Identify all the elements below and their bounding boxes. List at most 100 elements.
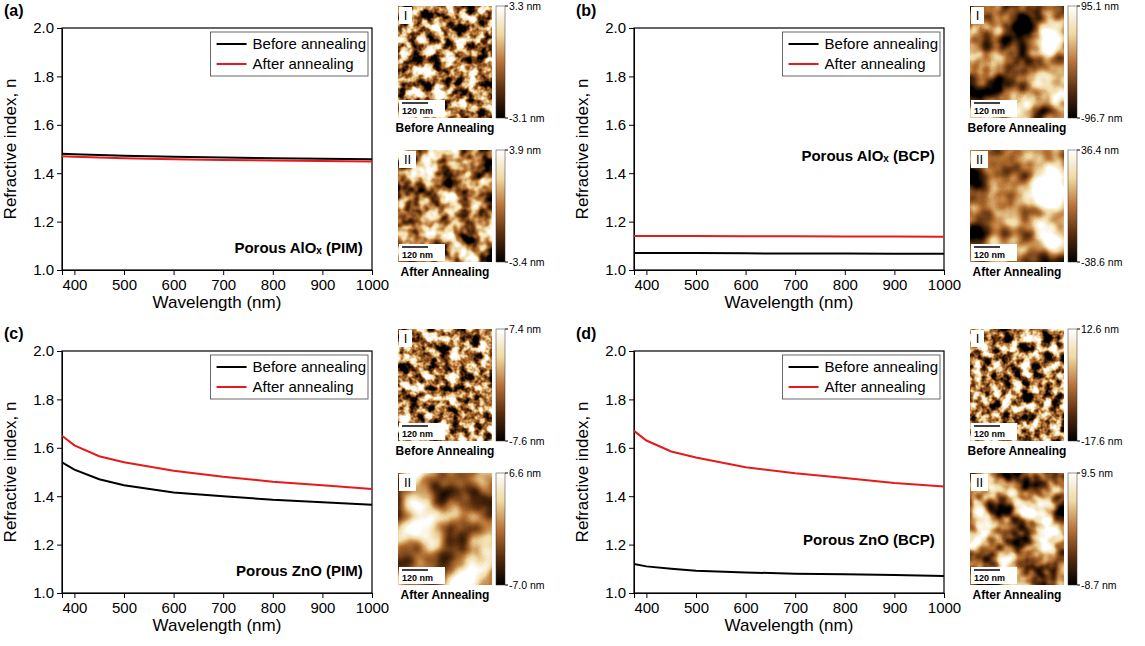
colorbar-label: 7.4 nm bbox=[509, 323, 541, 335]
image-caption: Before Annealing bbox=[396, 121, 495, 135]
colorbar-tick bbox=[505, 329, 508, 330]
colorbar-label: 36.4 nm bbox=[1081, 144, 1119, 156]
scale-bar-label: 120 nm bbox=[402, 250, 433, 260]
colorbar-tick bbox=[505, 441, 508, 442]
x-tick-label: 400 bbox=[62, 599, 87, 616]
x-tick: 900 bbox=[310, 593, 335, 616]
legend-item: After annealing bbox=[217, 378, 354, 395]
colorbar-label: 3.9 nm bbox=[509, 144, 541, 156]
image-caption: Before Annealing bbox=[968, 444, 1067, 458]
legend-swatch bbox=[789, 63, 819, 65]
colorbar-label: -38.6 nm bbox=[1081, 256, 1123, 268]
y-tick-mark bbox=[57, 545, 62, 546]
y-axis-title: Refractive index, n bbox=[1, 79, 20, 220]
colorbar bbox=[496, 329, 505, 441]
y-tick-label: 2.0 bbox=[605, 342, 626, 359]
legend-swatch bbox=[789, 366, 819, 368]
y-tick: 2.0 bbox=[605, 342, 634, 359]
afm-image bbox=[398, 150, 492, 262]
legend-swatch bbox=[217, 63, 247, 65]
colorbar-tick bbox=[505, 118, 508, 119]
x-tick-label: 900 bbox=[310, 276, 335, 293]
x-tick: 500 bbox=[684, 270, 709, 293]
x-tick: 400 bbox=[62, 593, 87, 616]
y-tick-label: 2.0 bbox=[33, 342, 54, 359]
y-axis-title: Refractive index, n bbox=[1, 402, 20, 543]
x-tick-label: 700 bbox=[211, 276, 236, 293]
x-tick: 800 bbox=[261, 593, 286, 616]
y-tick-label: 1.4 bbox=[605, 165, 626, 182]
scale-bar-label: 120 nm bbox=[402, 106, 433, 116]
legend-item: Before annealing bbox=[217, 358, 366, 375]
y-tick-label: 1.2 bbox=[33, 536, 54, 553]
x-tick: 600 bbox=[162, 270, 187, 293]
y-tick-mark bbox=[57, 351, 62, 352]
scale-bar-box bbox=[971, 567, 1017, 584]
y-tick-label: 2.0 bbox=[33, 19, 54, 36]
colorbar-tick bbox=[1077, 473, 1080, 474]
line bbox=[62, 462, 372, 504]
colorbar-label: 3.3 nm bbox=[509, 0, 541, 12]
y-axis: 1.01.21.41.61.82.0 bbox=[33, 19, 62, 278]
y-tick: 1.4 bbox=[605, 165, 634, 182]
x-tick-mark bbox=[845, 270, 846, 275]
scale-bar bbox=[974, 425, 1000, 427]
y-tick-mark bbox=[57, 125, 62, 126]
legend-label: Before annealing bbox=[253, 358, 366, 375]
x-tick-label: 900 bbox=[310, 599, 335, 616]
y-axis: 1.01.21.41.61.82.0 bbox=[605, 342, 634, 601]
x-tick-label: 400 bbox=[62, 276, 87, 293]
scale-bar-label: 120 nm bbox=[974, 573, 1005, 583]
colorbar-label: -7.0 nm bbox=[509, 579, 545, 591]
y-tick-mark bbox=[57, 173, 62, 174]
plot-frame bbox=[62, 28, 372, 270]
legend-item: Before annealing bbox=[217, 35, 366, 52]
image-label: I bbox=[404, 8, 408, 23]
scale-bar bbox=[974, 102, 1000, 104]
legend-label: Before annealing bbox=[825, 35, 938, 52]
colorbar-label: -8.7 nm bbox=[1081, 579, 1117, 591]
y-tick-mark bbox=[629, 399, 634, 400]
x-tick: 700 bbox=[211, 593, 236, 616]
line bbox=[62, 156, 372, 161]
y-axis-title: Refractive index, n bbox=[573, 402, 592, 543]
legend-swatch bbox=[789, 43, 819, 45]
scale-bar-box bbox=[971, 244, 1017, 261]
colorbar bbox=[1068, 473, 1077, 585]
x-tick: 1000 bbox=[356, 270, 389, 293]
x-axis-title: Wavelength (nm) bbox=[153, 616, 282, 635]
y-tick-mark bbox=[629, 270, 634, 271]
y-tick-label: 1.8 bbox=[605, 391, 626, 408]
afm-panel: I120 nmBefore Annealing7.4 nm-7.6 nm bbox=[396, 323, 545, 458]
y-tick: 2.0 bbox=[605, 19, 634, 36]
x-tick: 800 bbox=[261, 270, 286, 293]
x-tick-label: 900 bbox=[882, 599, 907, 616]
y-tick-label: 1.6 bbox=[33, 116, 54, 133]
panel-label: (d) bbox=[576, 325, 596, 342]
scale-bar bbox=[974, 569, 1000, 571]
y-axis: 1.01.21.41.61.82.0 bbox=[33, 342, 62, 601]
x-tick: 400 bbox=[634, 270, 659, 293]
legend-item: After annealing bbox=[789, 378, 926, 395]
legend: Before annealing After annealing bbox=[211, 355, 368, 399]
x-axis: 4005006007008009001000 bbox=[62, 593, 389, 616]
figure: 400 500 600 700 800 900 1000 1.01.21.41.61.82.0… bbox=[0, 0, 1145, 646]
y-tick-mark bbox=[629, 28, 634, 29]
line bbox=[634, 252, 944, 255]
line bbox=[634, 564, 944, 576]
legend-swatch bbox=[217, 366, 247, 368]
afm-image bbox=[398, 329, 492, 441]
y-tick-mark bbox=[629, 545, 634, 546]
y-tick-mark bbox=[629, 173, 634, 174]
x-tick-label: 600 bbox=[162, 276, 187, 293]
image-label-box bbox=[971, 474, 988, 491]
y-tick: 1.8 bbox=[33, 68, 62, 85]
y-tick: 1.6 bbox=[33, 116, 62, 133]
image-label-box bbox=[971, 151, 988, 168]
x-tick: 400 bbox=[62, 270, 87, 293]
plot-frame bbox=[634, 351, 944, 593]
y-axis: 1.01.21.41.61.82.0 bbox=[605, 19, 634, 278]
image-caption: After Annealing bbox=[973, 588, 1062, 602]
y-tick-mark bbox=[629, 448, 634, 449]
y-tick-mark bbox=[629, 351, 634, 352]
